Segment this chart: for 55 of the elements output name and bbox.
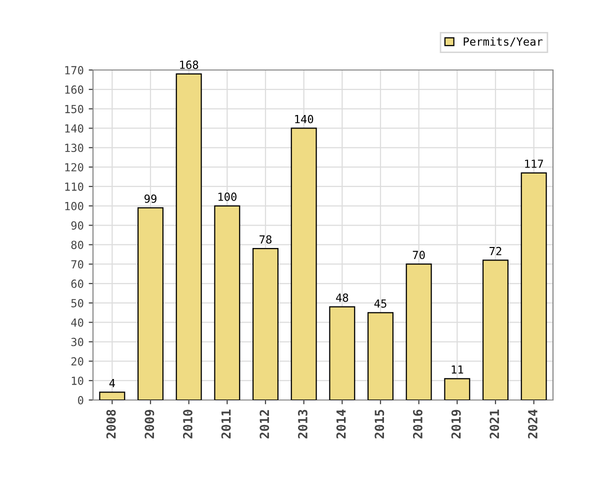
- data-label: 168: [180, 60, 198, 69]
- x-tick-label: 2009: [144, 410, 154, 438]
- data-label: 4: [109, 379, 115, 388]
- x-tick-label: 2012: [260, 410, 270, 438]
- data-label: 72: [490, 246, 502, 256]
- bar: [329, 306, 356, 400]
- x-tick-label: 2016: [413, 410, 422, 438]
- bar: [444, 378, 470, 400]
- y-tick-label: 30: [71, 338, 84, 346]
- y-tick-label: 20: [71, 357, 84, 366]
- y-tick-label: 90: [71, 221, 84, 230]
- x-tick-label: 2024: [528, 410, 538, 438]
- data-label: 140: [295, 114, 314, 124]
- y-tick-label: 70: [71, 260, 84, 269]
- data-label: 70: [412, 250, 425, 260]
- x-tick-label: 2011: [221, 410, 231, 438]
- x-tick-label: 2008: [106, 410, 116, 438]
- y-tick-label: 40: [71, 318, 84, 327]
- legend-label: Permits/Year: [464, 37, 543, 47]
- data-label: 48: [336, 293, 348, 302]
- data-label: 99: [144, 194, 156, 203]
- bar: [214, 205, 240, 400]
- data-label: 78: [260, 235, 272, 244]
- bar: [520, 172, 547, 400]
- y-tick-label: 170: [65, 66, 84, 74]
- x-tick-label: 2021: [490, 410, 500, 438]
- bar: [99, 392, 126, 400]
- bar: [367, 312, 394, 400]
- y-tick-label: 150: [65, 104, 84, 114]
- y-tick-label: 10: [72, 376, 84, 385]
- y-tick-label: 0: [78, 396, 84, 404]
- y-tick-label: 100: [65, 202, 84, 210]
- data-label: 117: [525, 160, 544, 168]
- y-tick-label: 140: [65, 124, 84, 133]
- x-tick-label: 2015: [374, 410, 384, 438]
- bar: [406, 264, 432, 400]
- bar: [252, 248, 279, 400]
- y-tick-label: 110: [65, 182, 84, 191]
- bar: [137, 207, 164, 400]
- data-label: 45: [374, 299, 386, 308]
- y-tick-label: 120: [65, 163, 84, 172]
- data-label: 11: [452, 365, 464, 374]
- x-tick-label: 2013: [298, 410, 308, 438]
- data-label: 100: [218, 192, 236, 201]
- y-tick-label: 130: [65, 144, 84, 152]
- y-tick-label: 50: [71, 298, 84, 308]
- bar: [176, 73, 202, 400]
- x-tick-label: 2019: [451, 410, 461, 438]
- bar: [482, 260, 509, 400]
- y-tick-label: 60: [71, 280, 84, 288]
- x-tick-label: 2014: [336, 410, 346, 438]
- y-tick-label: 80: [71, 240, 84, 250]
- y-tick-label: 160: [65, 85, 84, 94]
- x-tick-label: 2010: [183, 410, 192, 438]
- bar: [290, 128, 317, 400]
